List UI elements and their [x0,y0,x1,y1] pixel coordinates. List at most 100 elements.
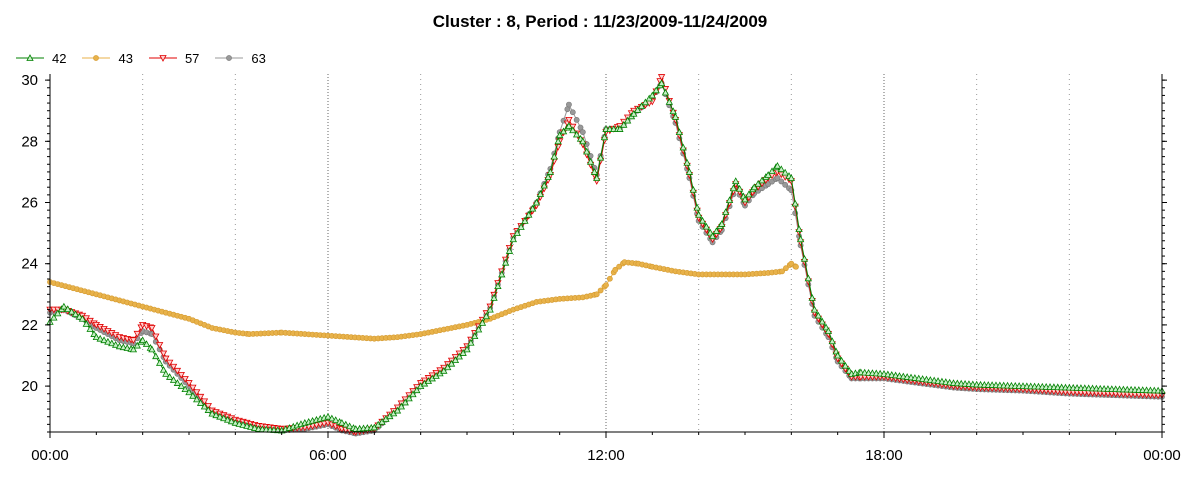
data-point [501,258,510,266]
data-point [108,339,116,347]
data-point [782,181,789,188]
data-point [71,310,80,318]
data-point [235,420,243,427]
data-point [216,412,224,420]
data-point [569,126,577,134]
data-point [565,116,573,124]
data-point [409,390,417,398]
data-point [119,343,128,351]
data-point [467,338,475,346]
data-point [413,386,421,394]
data-point [159,365,168,373]
data-point [166,359,174,367]
data-point [657,74,666,81]
data-point [451,356,460,363]
data-point [115,342,124,350]
data-point [223,415,232,423]
data-point [722,208,730,215]
data-point [82,320,90,327]
data-point [155,359,164,366]
series-lines [46,74,1166,437]
data-point [64,305,72,312]
data-point [828,337,836,345]
data-point [616,263,623,270]
data-point [239,421,247,428]
data-point [250,424,259,431]
data-point [494,282,502,290]
data-point [474,325,483,333]
data-point [93,55,100,61]
data-point [648,91,657,99]
data-point [554,137,562,145]
data-point [338,418,346,426]
data-point [463,345,471,353]
data-point [482,312,490,320]
legend-swatch [16,54,44,61]
data-point [528,204,537,212]
data-point [559,127,568,135]
data-point [169,363,178,371]
legend-item: 57 [147,51,199,66]
legend-swatch [215,55,244,61]
data-point [778,178,785,185]
data-point [196,393,205,401]
data-point [200,398,209,406]
data-point [498,270,506,278]
data-point [718,220,726,227]
data-point [123,344,131,351]
data-point [397,402,406,410]
data-point [810,305,819,313]
legend-swatch [82,55,111,61]
data-point [78,314,87,322]
data-point [447,359,456,367]
data-point [513,229,521,237]
data-point [652,86,660,94]
data-point [332,416,340,424]
data-point [173,367,182,375]
data-point [540,181,548,189]
data-point [152,352,160,360]
data-point [818,317,826,325]
data-point [486,305,494,313]
data-point [791,199,799,207]
data-point [316,421,324,429]
data-point [546,168,555,175]
data-point [111,340,120,348]
data-point [787,174,796,181]
data-point [596,153,605,161]
data-point [586,157,595,165]
data-point [96,334,104,342]
data-point [833,351,842,359]
data-point [579,129,586,136]
data-point [569,109,576,116]
data-point [173,379,182,386]
data-point [328,414,336,422]
data-point [196,399,205,406]
data-point [577,124,584,131]
data-point [138,336,147,344]
data-point [675,128,684,136]
data-point [555,131,564,139]
data-point [764,171,772,178]
data-point [142,340,151,347]
data-point [590,168,599,175]
data-point [683,158,691,166]
data-point [712,227,721,234]
legend-swatch [148,55,177,62]
data-point [129,345,138,353]
data-point [204,406,212,413]
data-point [60,302,68,310]
data-point [155,342,164,349]
data-point [405,394,413,402]
data-point [693,203,701,211]
data-point [579,137,587,145]
data-point [231,418,240,426]
data-point [641,98,650,106]
data-point [100,336,108,344]
data-point [822,323,830,331]
y-tick-label: 22 [21,317,38,334]
data-point [162,355,170,363]
data-point [133,341,141,349]
data-point [521,217,529,224]
